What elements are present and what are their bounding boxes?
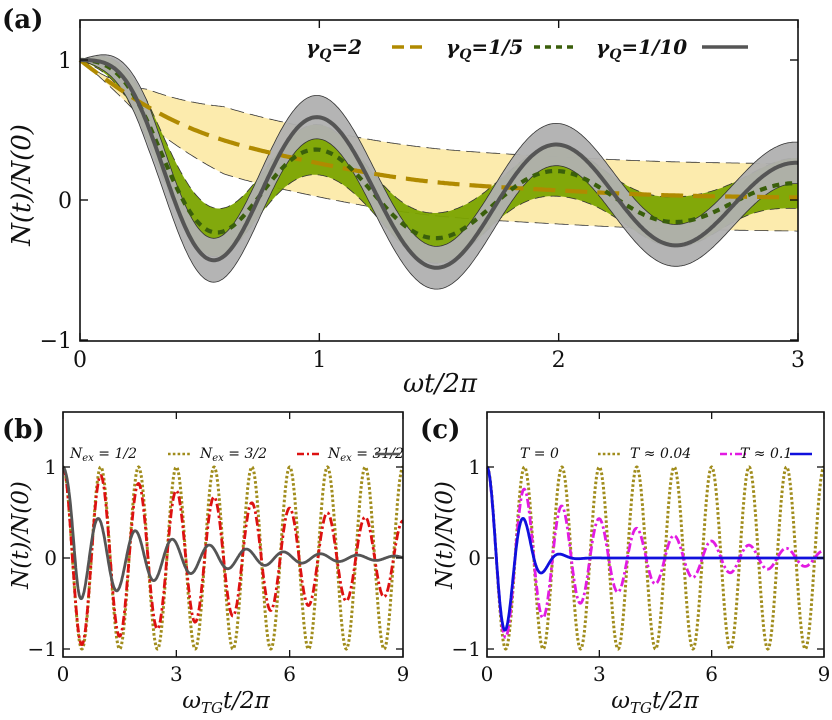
bTicks-ytick-label: 0 [44, 546, 57, 570]
bTicks-xtick-label: 3 [170, 662, 183, 686]
panel-b-frame [62, 411, 404, 658]
panel-c-frame [486, 411, 825, 658]
panel-b-ylabel: N(t)/N(0) [8, 481, 34, 590]
a-xtick-label: 2 [552, 348, 566, 373]
panel-a-legend: γQ=2 γQ=1/5 γQ=1/10 [306, 35, 748, 63]
band-1-upper [79, 59, 798, 165]
bPlot-series-3-line [62, 465, 404, 601]
cTicks-ytick-label: 0 [468, 546, 481, 570]
bTicks-xtick-label: 9 [397, 662, 410, 686]
a-xtick-label: 0 [73, 348, 87, 373]
series-1-line [78, 58, 798, 200]
a-ytick-label: −1 [40, 329, 72, 354]
panel-b: (b) 0 3 6 9−101 ωTGt/2π N(t)/N(0) Nex = 1/2… [2, 411, 410, 717]
bTicks-ytick-label: −1 [28, 637, 57, 661]
cTicks-xtick-label: 0 [481, 662, 494, 686]
panel-c-ylabel: N(t)/N(0) [432, 481, 458, 590]
band-3-upper [79, 54, 799, 247]
bPlot-series-1-line [62, 465, 404, 651]
cTicks-xtick-label: 6 [705, 662, 718, 686]
cPlot-series-1-line [486, 465, 825, 651]
a-xtick-label: 1 [312, 348, 326, 373]
panel-c-label: (c) [420, 415, 460, 445]
panel-b-label: (b) [2, 415, 45, 445]
panel-a-label: (a) [2, 5, 43, 35]
bLegend-label-2: Nex = 3/2 [199, 446, 267, 464]
a-legend-label-2: γQ=1/5 [446, 35, 523, 63]
cLegend-label-3: T ≈ 0.1 [740, 446, 792, 462]
panel-c-xlabel: ωTGt/2π [611, 688, 699, 717]
bTicks-xtick-label: 6 [283, 662, 296, 686]
series-2-line [80, 57, 798, 241]
a-ytick-label: 1 [58, 49, 72, 74]
panel-c-legend: T = 0 T ≈ 0.04 T ≈ 0.1 [520, 446, 812, 462]
cTicks-xtick-label: 3 [593, 662, 606, 686]
panel-a-xlabel: ωt/2π [403, 369, 478, 399]
bTicks-xtick-label: 0 [57, 662, 70, 686]
bPlot-series-2-line [62, 465, 404, 647]
cLegend-label-2: T ≈ 0.04 [630, 446, 691, 462]
panel-b-legend: Nex = 1/2 Nex = 3/2 Nex = 31/2 [69, 446, 404, 464]
bLegend-label-1: Nex = 1/2 [69, 446, 137, 464]
panel-a-frame [79, 19, 799, 342]
cTicks-xtick-label: 9 [818, 662, 831, 686]
panel-b-xlabel: ωTGt/2π [182, 688, 270, 717]
cTicks-ytick-label: 1 [468, 455, 481, 479]
a-xtick-label: 3 [791, 348, 805, 373]
series-3-line [80, 58, 799, 270]
bTicks-ytick-label: 1 [44, 455, 57, 479]
panel-a: (a) 0 1 2 3−101 ωt/2π N(t)/N(0) γQ=2 γQ=1/5 γ… [2, 5, 805, 399]
band-3-lower [79, 59, 798, 290]
cPlot-series-2-line [486, 466, 824, 639]
panel-a-ylabel: N(t)/N(0) [7, 124, 37, 247]
cPlot-series-3-line [486, 465, 824, 632]
cLegend-label-1: T = 0 [520, 446, 559, 462]
a-ytick-label: 0 [58, 189, 72, 214]
cTicks-ytick-label: −1 [452, 637, 481, 661]
a-legend-label-1: γQ=2 [306, 35, 362, 63]
a-legend-label-3: γQ=1/10 [596, 35, 687, 63]
